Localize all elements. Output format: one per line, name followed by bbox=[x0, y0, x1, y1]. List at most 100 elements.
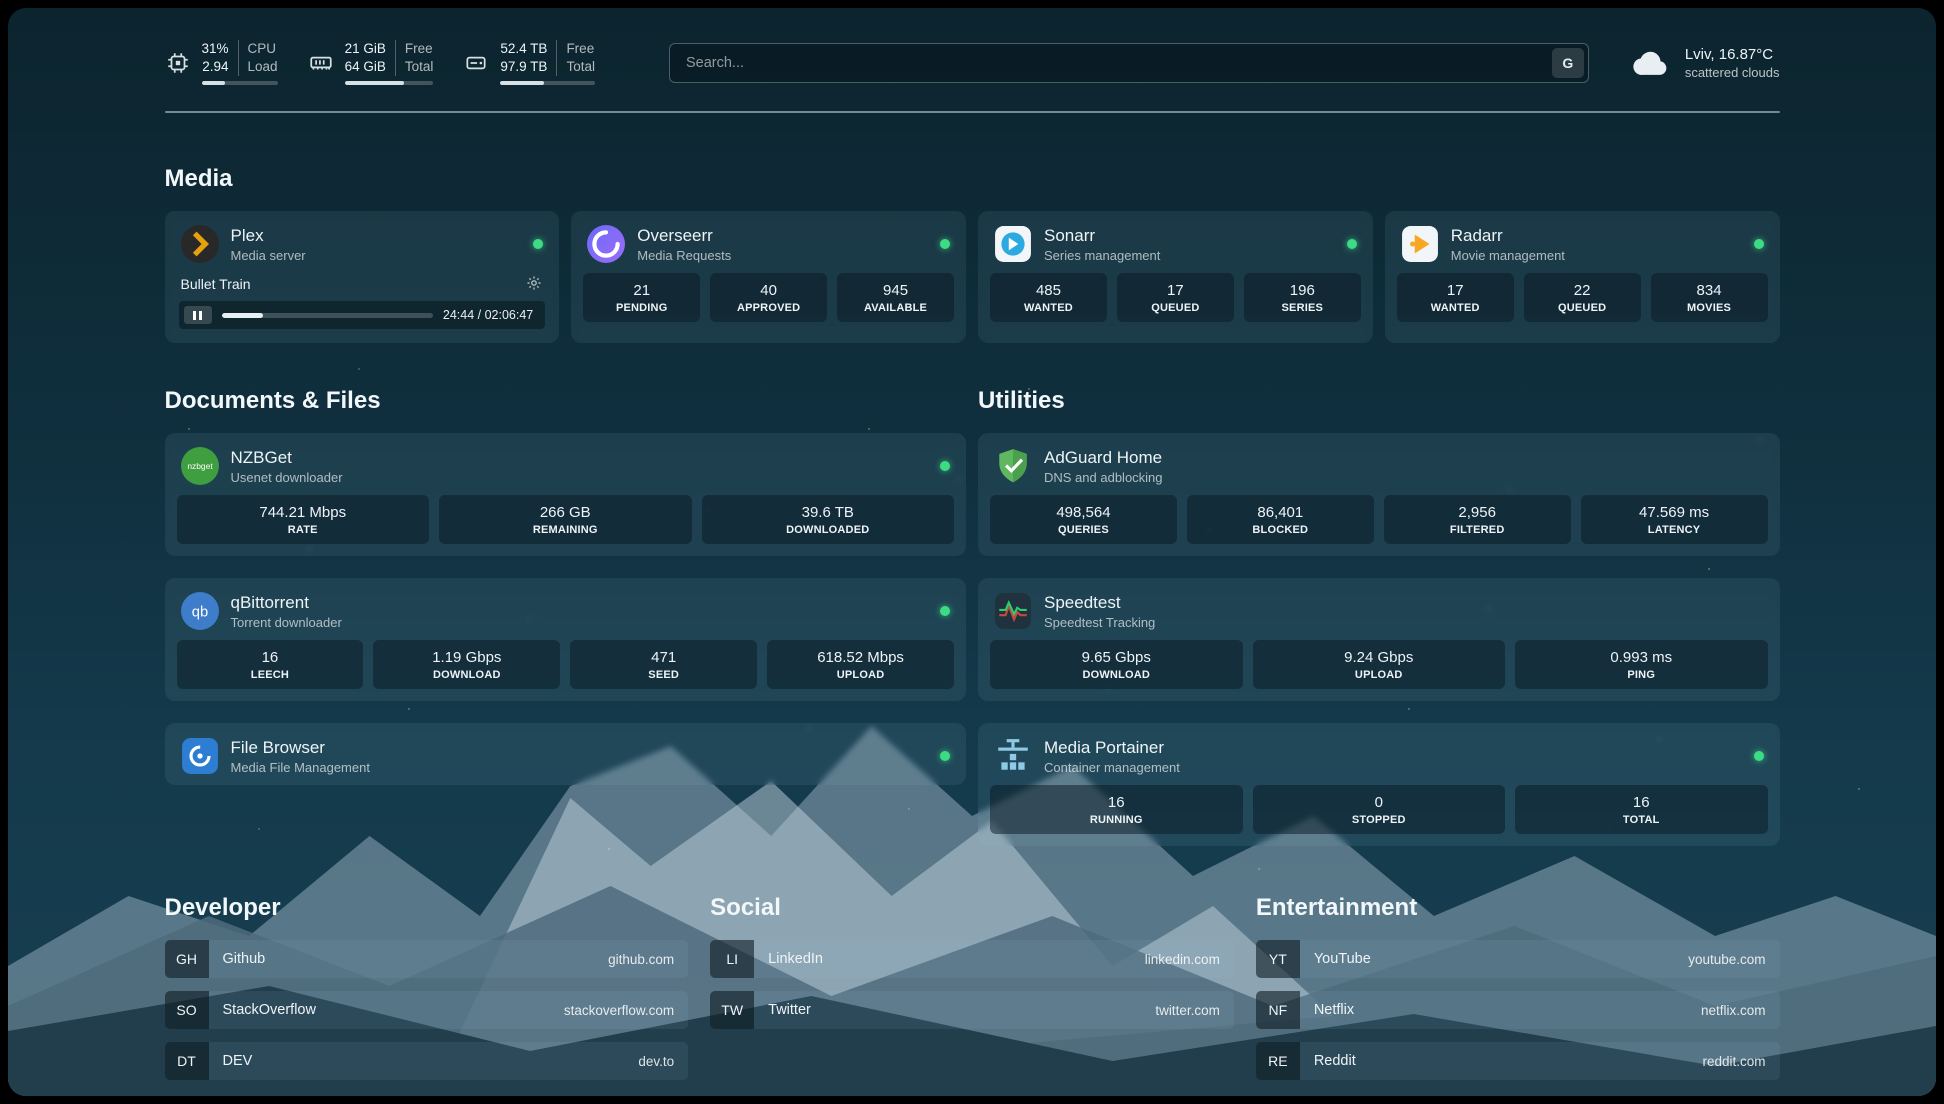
service-name: File Browser bbox=[230, 737, 325, 757]
stat-stopped: 0 STOPPED bbox=[1252, 785, 1505, 835]
section-title-entertainment: Entertainment bbox=[1255, 894, 1418, 922]
service-card-plex[interactable]: Plex Media server Bullet Train bbox=[164, 211, 560, 344]
service-card-sonarr[interactable]: Sonarr Series management 485 WANTED 17 QUE… bbox=[978, 211, 1373, 344]
bookmark-abbr: TW bbox=[710, 991, 755, 1030]
pause-button[interactable] bbox=[183, 306, 212, 325]
bookmark-twitter[interactable]: TW Twitter twitter.com bbox=[710, 991, 1234, 1030]
bookmark-reddit[interactable]: RE Reddit reddit.com bbox=[1255, 1042, 1780, 1081]
status-dot bbox=[1753, 239, 1764, 250]
bookmark-name: Twitter bbox=[768, 1002, 811, 1019]
stat-download: 1.19 Gbps DOWNLOAD bbox=[373, 640, 561, 690]
service-subtitle: DNS and adblocking bbox=[1044, 469, 1163, 485]
service-card-radarr[interactable]: Radarr Movie management 17 WANTED 22 QUEUE… bbox=[1384, 211, 1780, 344]
bookmark-dev[interactable]: DT DEV dev.to bbox=[164, 1042, 689, 1081]
service-name: Radarr bbox=[1450, 225, 1503, 245]
service-card-filebrowser[interactable]: File Browser Media File Management bbox=[164, 723, 966, 786]
bookmark-domain: stackoverflow.com bbox=[563, 1002, 675, 1018]
media-grid: Plex Media server Bullet Train bbox=[164, 211, 1780, 344]
playback-time: 24:44 / 02:06:47 bbox=[442, 308, 534, 323]
bookmark-github[interactable]: GH Github github.com bbox=[164, 940, 689, 979]
cpu-load-label: Load bbox=[237, 58, 278, 77]
service-subtitle: Media File Management bbox=[230, 759, 370, 775]
cpu-icon bbox=[167, 52, 188, 73]
memory-free-value: 21 GiB bbox=[344, 41, 386, 56]
overseerr-icon bbox=[587, 225, 626, 264]
bookmark-name: Netflix bbox=[1313, 1002, 1355, 1019]
status-dot bbox=[940, 239, 950, 250]
stat-download: 9.65 Gbps DOWNLOAD bbox=[990, 640, 1243, 690]
utilities-column: Utilities AdGuard Home DNS and adblockin… bbox=[978, 343, 1780, 847]
search-provider-button[interactable]: G bbox=[1551, 47, 1584, 78]
header-divider bbox=[164, 111, 1780, 114]
mountain-background bbox=[8, 536, 1936, 1096]
service-card-qbittorrent[interactable]: qb qBittorrent Torrent downloader bbox=[164, 578, 966, 702]
service-card-portainer[interactable]: Media Portainer Container management 16 R… bbox=[978, 723, 1780, 847]
service-subtitle: Movie management bbox=[1450, 247, 1565, 263]
playback-track[interactable] bbox=[221, 312, 433, 318]
stat-queued: 17 QUEUED bbox=[1116, 273, 1234, 323]
disk-progress-bar bbox=[500, 81, 595, 86]
status-dot bbox=[940, 751, 950, 762]
bookmark-name: Reddit bbox=[1313, 1053, 1356, 1070]
filebrowser-icon bbox=[181, 737, 219, 775]
stat-remaining: 266 GB REMAINING bbox=[439, 495, 692, 545]
bookmark-abbr: RE bbox=[1255, 1042, 1300, 1081]
stat-leech: 16 LEECH bbox=[176, 640, 364, 690]
search-bar: G bbox=[668, 42, 1589, 83]
cloud-icon bbox=[1633, 51, 1667, 75]
disk-icon bbox=[466, 56, 486, 70]
service-card-nzbget[interactable]: nzbget NZBGet Usenet downloader bbox=[164, 433, 966, 557]
stat-downloaded: 39.6 TB DOWNLOADED bbox=[701, 495, 954, 545]
service-name: Plex bbox=[230, 225, 264, 245]
stat-running: 16 RUNNING bbox=[990, 785, 1243, 835]
radarr-icon bbox=[1401, 225, 1439, 263]
cpu-usage-value: 31% bbox=[201, 41, 229, 56]
service-card-adguard[interactable]: AdGuard Home DNS and adblocking 498,564 Q… bbox=[978, 433, 1780, 557]
service-name: Overseerr bbox=[637, 225, 713, 245]
stat-upload: 9.24 Gbps UPLOAD bbox=[1252, 640, 1505, 690]
bookmark-youtube[interactable]: YT YouTube youtube.com bbox=[1255, 940, 1780, 979]
weather-widget: Lviv, 16.87°C scattered clouds bbox=[1629, 46, 1780, 80]
stat-upload: 618.52 Mbps UPLOAD bbox=[767, 640, 954, 690]
memory-free-label: Free bbox=[394, 40, 434, 59]
bookmark-netflix[interactable]: NF Netflix netflix.com bbox=[1255, 991, 1780, 1030]
adguard-icon bbox=[994, 447, 1032, 485]
bookmark-abbr: GH bbox=[164, 940, 209, 979]
gear-icon[interactable] bbox=[525, 275, 543, 293]
sonarr-icon bbox=[994, 225, 1032, 263]
search-input[interactable] bbox=[668, 42, 1589, 83]
bookmark-abbr: NF bbox=[1255, 991, 1300, 1030]
service-name: Media Portainer bbox=[1044, 737, 1165, 757]
service-name: Speedtest bbox=[1044, 592, 1121, 612]
status-dot bbox=[1346, 239, 1357, 250]
service-name: qBittorrent bbox=[230, 592, 309, 612]
cpu-usage-label: CPU bbox=[237, 40, 278, 59]
memory-widget: 21 GiB Free 64 GiB Total bbox=[308, 40, 434, 86]
dashboard-surface: 31% CPU 2.94 Load 21 GiB bbox=[8, 8, 1936, 1096]
stat-blocked: 86,401 BLOCKED bbox=[1186, 495, 1374, 545]
bookmark-abbr: LI bbox=[710, 940, 755, 979]
cpu-progress-bar bbox=[201, 81, 278, 86]
bookmark-name: Github bbox=[222, 951, 266, 968]
bookmark-stackoverflow[interactable]: SO StackOverflow stackoverflow.com bbox=[164, 991, 689, 1030]
service-subtitle: Media Requests bbox=[637, 247, 732, 263]
status-dot bbox=[940, 606, 950, 617]
memory-total-label: Total bbox=[394, 58, 433, 77]
stat-total: 16 TOTAL bbox=[1515, 785, 1768, 835]
now-playing-title: Bullet Train bbox=[180, 276, 251, 293]
memory-total-value: 64 GiB bbox=[344, 59, 386, 75]
service-card-overseerr[interactable]: Overseerr Media Requests 21 PENDING 40 APP… bbox=[571, 211, 966, 344]
bookmark-name: YouTube bbox=[1313, 951, 1371, 968]
service-card-speedtest[interactable]: Speedtest Speedtest Tracking 9.65 Gbps DO… bbox=[978, 578, 1780, 702]
status-dot bbox=[940, 461, 950, 472]
qbittorrent-icon: qb bbox=[180, 592, 219, 631]
disk-total-label: Total bbox=[556, 58, 595, 77]
plex-icon bbox=[180, 225, 219, 264]
disk-widget: 52.4 TB Free 97.9 TB Total bbox=[463, 40, 595, 86]
speedtest-icon bbox=[994, 592, 1032, 630]
bookmark-name: StackOverflow bbox=[222, 1002, 316, 1019]
section-title-documents: Documents & Files bbox=[164, 387, 381, 415]
bookmark-linkedin[interactable]: LI LinkedIn linkedin.com bbox=[710, 940, 1234, 979]
bookmark-domain: netflix.com bbox=[1700, 1002, 1766, 1018]
